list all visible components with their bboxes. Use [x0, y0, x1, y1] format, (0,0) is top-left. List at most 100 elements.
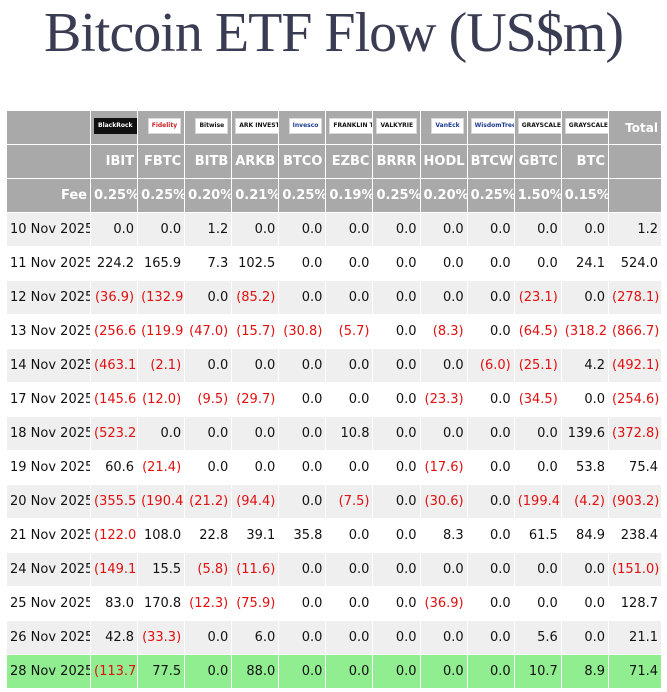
total-cell: 71.4: [608, 654, 662, 689]
fee-cell: 0.25%: [278, 178, 327, 213]
flow-cell: 0.0: [325, 280, 374, 315]
fee-cell: 0.19%: [325, 178, 374, 213]
issuer-logo: GRAYSCALE: [517, 117, 561, 134]
flow-cell: (25.1): [513, 348, 562, 383]
flow-cell: 0.0: [372, 314, 421, 349]
table-row: 13 Nov 2025 (256.6) (119.9) (47.0) (15.7) (30…: [6, 314, 662, 349]
total-cell: 21.1: [608, 620, 662, 655]
total-cell: 75.4: [608, 450, 662, 485]
issuer-logo-row: BlackRock Fidelity Bitwise ARK INVEST Invesc…: [6, 110, 662, 145]
flow-cell: 0.0: [466, 654, 515, 689]
flow-cell: (256.6): [89, 314, 139, 349]
fee-cell: 0.25%: [89, 178, 139, 213]
flow-cell: (64.5): [513, 314, 562, 349]
issuer-logo-cell: FRANKLIN TEMPLETON: [325, 110, 374, 145]
flow-cell: 4.2: [560, 348, 610, 383]
ticker-cell: BTCO: [278, 144, 327, 179]
ticker-cell: BITB: [184, 144, 233, 179]
date-cell: 10 Nov 2025: [6, 212, 91, 247]
total-cell: (903.2): [608, 484, 662, 519]
flow-cell: 24.1: [560, 246, 610, 281]
flow-cell: (7.5): [325, 484, 374, 519]
flow-cell: (113.7): [89, 654, 139, 689]
flow-cell: 35.8: [278, 518, 327, 553]
flow-cell: (523.2): [89, 416, 139, 451]
flow-cell: 0.0: [372, 620, 421, 655]
flow-cell: 0.0: [231, 348, 280, 383]
total-cell: 1.2: [608, 212, 662, 247]
ticker-cell: ARKB: [231, 144, 280, 179]
flow-cell: 0.0: [325, 382, 374, 417]
flow-cell: 60.6: [89, 450, 139, 485]
total-cell: (372.8): [608, 416, 662, 451]
ticker-cell: BTC: [560, 144, 610, 179]
flow-cell: 0.0: [466, 382, 515, 417]
flow-cell: (21.2): [184, 484, 233, 519]
flow-cell: (36.9): [89, 280, 139, 315]
flow-cell: (145.6): [89, 382, 139, 417]
table-row: 19 Nov 2025 60.6 (21.4) 0.0 0.0 0.0 0.0 0.0 (17.…: [6, 450, 662, 485]
flow-cell: (85.2): [231, 280, 280, 315]
total-cell: (254.6): [608, 382, 662, 417]
flow-cell: 84.9: [560, 518, 610, 553]
flow-cell: (12.0): [137, 382, 186, 417]
flow-cell: (47.0): [184, 314, 233, 349]
issuer-logo-cell: VALKYRIE: [372, 110, 421, 145]
flow-cell: 0.0: [89, 212, 139, 247]
issuer-logo: GRAYSCALE: [564, 117, 608, 134]
flow-cell: 7.3: [184, 246, 233, 281]
fee-cell: 0.25%: [466, 178, 515, 213]
flow-cell: 0.0: [419, 654, 468, 689]
date-cell: 20 Nov 2025: [6, 484, 91, 519]
flow-cell: (75.9): [231, 586, 280, 621]
flow-cell: 0.0: [513, 416, 562, 451]
ticker-row: IBIT FBTC BITB ARKB BTCO EZBC BRRR HODL BTCW GBTC…: [6, 144, 662, 179]
flow-cell: 0.0: [231, 212, 280, 247]
date-cell: 19 Nov 2025: [6, 450, 91, 485]
flow-cell: 0.0: [184, 450, 233, 485]
flow-cell: (318.2): [560, 314, 610, 349]
fee-cell-blank: [608, 178, 662, 213]
issuer-logo: VanEck: [431, 117, 464, 134]
flow-cell: 0.0: [137, 212, 186, 247]
flow-cell: 0.0: [278, 348, 327, 383]
total-cell: 128.7: [608, 586, 662, 621]
fee-row: Fee 0.25% 0.25% 0.20% 0.21% 0.25% 0.19% 0.25% 0…: [6, 178, 662, 213]
date-cell: 18 Nov 2025: [6, 416, 91, 451]
flow-cell: 0.0: [419, 552, 468, 587]
flow-cell: (122.0): [89, 518, 139, 553]
flow-cell: (355.5): [89, 484, 139, 519]
table-row: 12 Nov 2025 (36.9) (132.9) 0.0 (85.2) 0.0 0.0 0…: [6, 280, 662, 315]
flow-cell: 0.0: [513, 552, 562, 587]
flow-cell: 0.0: [372, 552, 421, 587]
flow-cell: 0.0: [325, 654, 374, 689]
ticker-cell: HODL: [419, 144, 468, 179]
total-cell: 524.0: [608, 246, 662, 281]
flow-cell: 0.0: [325, 586, 374, 621]
flow-cell: 1.2: [184, 212, 233, 247]
flow-cell: (36.9): [419, 586, 468, 621]
flow-cell: 0.0: [372, 348, 421, 383]
flow-cell: (21.4): [137, 450, 186, 485]
flow-cell: (29.7): [231, 382, 280, 417]
flow-cell: (149.1): [89, 552, 139, 587]
issuer-logo: WisdomTree: [470, 117, 514, 134]
ticker-cell: GBTC: [513, 144, 562, 179]
fee-cell: 0.25%: [372, 178, 421, 213]
flow-cell: 61.5: [513, 518, 562, 553]
flow-cell: 0.0: [466, 416, 515, 451]
flow-cell: 0.0: [278, 382, 327, 417]
flow-cell: 0.0: [184, 654, 233, 689]
flow-cell: 0.0: [419, 416, 468, 451]
issuer-logo: VALKYRIE: [376, 117, 418, 134]
flow-cell: 77.5: [137, 654, 186, 689]
table-row: 26 Nov 2025 42.8 (33.3) 0.0 6.0 0.0 0.0 0.0 0.0 0…: [6, 620, 662, 655]
flow-cell: (190.4): [137, 484, 186, 519]
flow-cell: (30.8): [278, 314, 327, 349]
table-row: 24 Nov 2025 (149.1) 15.5 (5.8) (11.6) 0.0 0.0 0…: [6, 552, 662, 587]
flow-cell: 0.0: [560, 586, 610, 621]
total-cell: (866.7): [608, 314, 662, 349]
flow-cell: 6.0: [231, 620, 280, 655]
corner-cell: [6, 144, 91, 179]
flow-cell: 0.0: [466, 314, 515, 349]
